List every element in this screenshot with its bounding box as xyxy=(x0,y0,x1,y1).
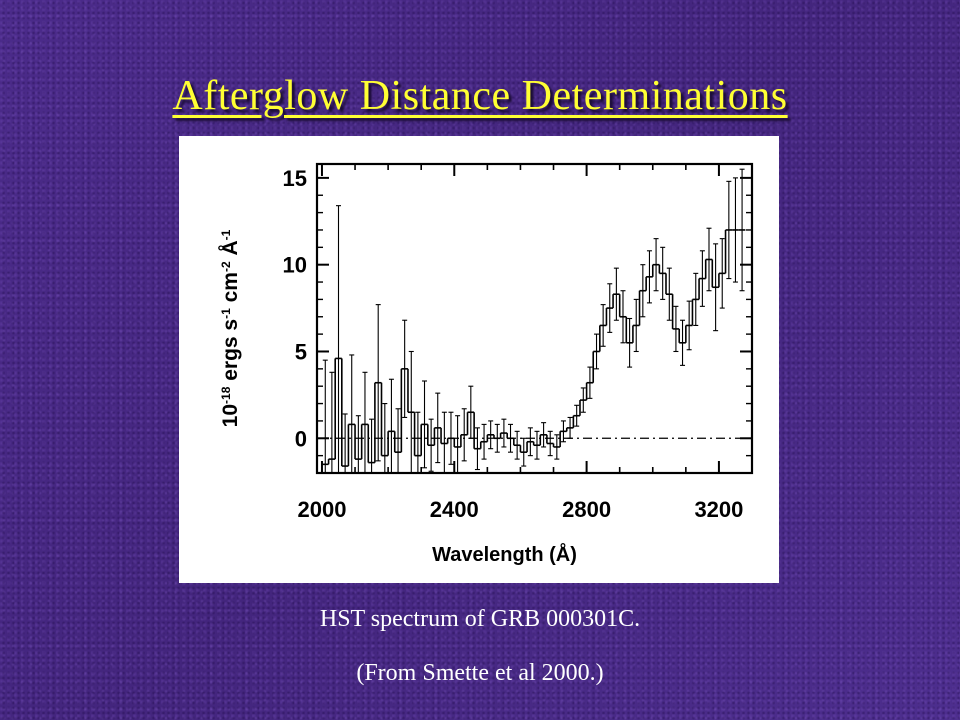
y-label-exp1: -18 xyxy=(219,386,233,404)
x-tick-label: 3200 xyxy=(694,497,743,522)
y-label-exp2: -1 xyxy=(219,308,233,319)
spectrum-chart: 2000 2400 2800 3200 0 5 10 15 Wavelength (Å) 10… xyxy=(218,162,754,566)
figure-citation: (From Smette et al 2000.) xyxy=(356,660,604,686)
slide-title: Afterglow Distance Determinations xyxy=(172,73,788,119)
y-tick-label: 5 xyxy=(295,339,307,364)
y-tick-label: 15 xyxy=(283,166,307,191)
x-tick-label: 2000 xyxy=(297,497,346,522)
y-tick-label: 0 xyxy=(295,426,307,451)
y-label-mid3: Å xyxy=(218,240,242,261)
x-tick-label: 2400 xyxy=(430,497,479,522)
y-label-mid1: ergs s xyxy=(219,319,242,387)
y-label-exp3: -2 xyxy=(219,261,233,272)
plot-frame xyxy=(315,162,754,475)
spectrum-figure: 2000 2400 2800 3200 0 5 10 15 Wavelength (Å) 10… xyxy=(179,136,779,583)
y-tick-label: 10 xyxy=(283,253,307,278)
x-tick-label: 2800 xyxy=(562,497,611,522)
figure-caption: HST spectrum of GRB 000301C. xyxy=(319,606,641,632)
y-axis-label: 10-18 ergs s-1 cm-2 Å-1 xyxy=(218,229,242,427)
y-label-mid2: cm xyxy=(219,272,242,308)
x-axis-label: Wavelength (Å) xyxy=(432,542,577,566)
y-label-exp4: -1 xyxy=(219,229,233,240)
y-label-pre: 10 xyxy=(219,404,242,427)
